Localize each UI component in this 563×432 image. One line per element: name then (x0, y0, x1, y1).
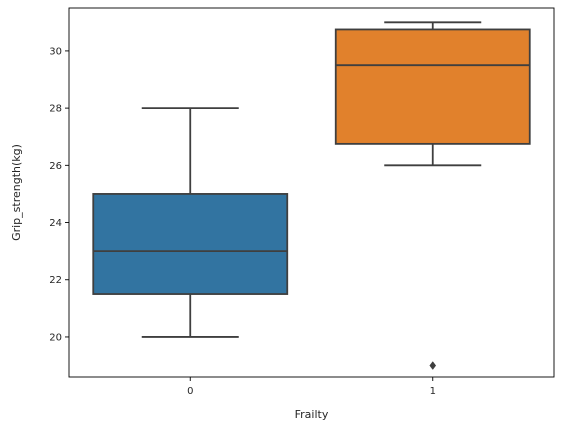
iqr-box (334, 28, 531, 145)
y-tick-label: 20 (49, 332, 62, 343)
iqr-box (92, 193, 289, 295)
y-tick-label: 22 (49, 275, 62, 286)
y-tick-label: 30 (49, 46, 62, 57)
y-tick-label: 26 (49, 161, 62, 172)
boxes-layer (92, 21, 531, 370)
y-tick-label: 28 (49, 104, 62, 115)
box-group-1 (334, 21, 531, 370)
y-axis-label: Grip_strength(kg) (10, 144, 23, 241)
y-axis: 20 22 24 26 28 30 (49, 46, 69, 343)
plot-area-frame (68, 7, 555, 378)
x-axis-label: Frailty (295, 408, 329, 421)
box-group-0 (92, 107, 289, 338)
x-tick-label: 1 (430, 386, 436, 397)
y-tick-label: 24 (49, 218, 62, 229)
outlier-point (429, 361, 437, 370)
x-tick-label: 0 (187, 386, 193, 397)
